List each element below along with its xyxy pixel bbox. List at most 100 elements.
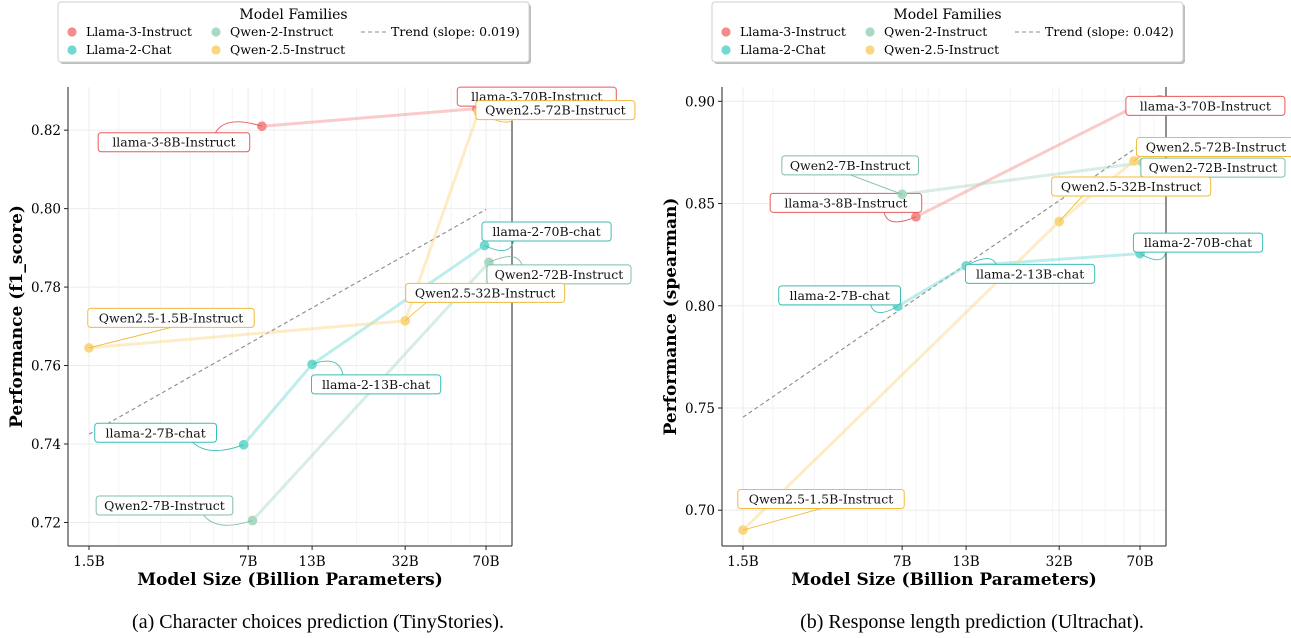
legend-marker bbox=[67, 45, 77, 55]
series-line-qwen-2.5-instruct bbox=[741, 159, 1136, 532]
data-point bbox=[897, 189, 907, 200]
x-tick-label: 70B bbox=[1126, 554, 1153, 570]
annotation-label: llama-2-70B-chat bbox=[1144, 235, 1252, 250]
grid bbox=[722, 87, 1166, 546]
x-axis-label: Model Size (Billion Parameters) bbox=[791, 570, 1097, 590]
legend-label: Qwen-2.5-Instruct bbox=[884, 42, 999, 57]
annotation-label: Qwen2.5-1.5B-Instruct bbox=[99, 310, 244, 325]
y-tick-label: 0.85 bbox=[685, 197, 715, 213]
series-line-llama-3-instruct bbox=[914, 106, 1134, 219]
x-tick-label: 13B bbox=[953, 554, 980, 570]
annotation-label: Qwen2.5-32B-Instruct bbox=[415, 285, 556, 300]
annotation-box bbox=[1135, 137, 1291, 158]
data-point bbox=[911, 211, 921, 222]
annotation-label: Qwen2-7B-Instruct bbox=[104, 498, 225, 513]
legend-label: Llama-2-Chat bbox=[740, 42, 826, 57]
annotation-box bbox=[769, 192, 923, 213]
annotation-label: llama-2-70B-chat bbox=[492, 224, 600, 239]
annotation-box bbox=[1051, 176, 1212, 197]
annotation-label: Qwen2-72B-Instruct bbox=[495, 267, 624, 282]
annotation-box bbox=[1132, 232, 1264, 253]
trend-line bbox=[88, 208, 487, 435]
y-tick-label: 0.74 bbox=[31, 437, 61, 453]
annotation-box bbox=[311, 374, 442, 395]
annotation-label: Qwen2.5-1.5B-Instruct bbox=[749, 492, 894, 507]
annotation-box bbox=[97, 132, 251, 153]
annotation-box bbox=[781, 155, 919, 176]
legend-title: Model Families bbox=[893, 7, 1001, 23]
annotation-arrow bbox=[849, 174, 903, 195]
annotation-label: Qwen2-7B-Instruct bbox=[790, 158, 911, 173]
annotation-label: Qwen2.5-72B-Instruct bbox=[485, 103, 626, 118]
annotation-box bbox=[1140, 157, 1286, 178]
y-tick-label: 0.80 bbox=[31, 202, 61, 218]
annotation-box bbox=[94, 422, 217, 443]
annotation-label: llama-3-8B-Instruct bbox=[112, 135, 235, 150]
legend-marker bbox=[211, 27, 221, 37]
figure-caption: (b) Response length prediction (Ultracha… bbox=[800, 611, 1144, 633]
annotation-label: llama-3-70B-Instruct bbox=[1140, 98, 1271, 113]
series-line-qwen-2-instruct bbox=[900, 161, 1145, 196]
y-axis-label: Performance (spearman) bbox=[661, 198, 681, 436]
x-tick-label: 7B bbox=[893, 554, 912, 570]
annotation-label: llama-2-13B-chat bbox=[322, 377, 430, 392]
legend-label: Qwen-2-Instruct bbox=[884, 24, 987, 39]
series-line-llama-3-instruct bbox=[260, 107, 479, 128]
chart-panel-a: 0.72 0.74 0.76 0.78 0.80 0.82 1.5B 7B 13B 32B 70B M… bbox=[7, 1, 636, 633]
annotation-box bbox=[475, 100, 636, 121]
figure-caption: (a) Character choices prediction (TinySt… bbox=[132, 611, 504, 633]
y-tick-label: 0.76 bbox=[31, 359, 61, 375]
y-tick-label: 0.78 bbox=[31, 280, 61, 296]
legend: Model Families Llama-3-Instruct Llama-2-Ch… bbox=[711, 1, 1185, 64]
annotation-box bbox=[481, 221, 612, 242]
annotation-box bbox=[778, 285, 901, 306]
annotation-arrow bbox=[88, 326, 172, 349]
annotation-label: llama-2-13B-chat bbox=[976, 266, 1084, 281]
annotation-box bbox=[1125, 95, 1286, 116]
x-tick-label: 32B bbox=[392, 554, 419, 570]
annotation-label: Qwen2.5-32B-Instruct bbox=[1061, 179, 1202, 194]
x-tick-label: 1.5B bbox=[727, 554, 758, 570]
annotation-label: llama-3-8B-Instruct bbox=[784, 195, 907, 210]
x-tick-label: 70B bbox=[472, 554, 499, 570]
annotation-label: llama-2-7B-chat bbox=[789, 288, 889, 303]
legend-label: Qwen-2.5-Instruct bbox=[230, 42, 345, 57]
legend-marker bbox=[865, 45, 875, 55]
annotation-arrow bbox=[742, 508, 822, 531]
annotation-label: llama-2-7B-chat bbox=[105, 425, 205, 440]
annotation-label: Qwen2-72B-Instruct bbox=[1149, 160, 1278, 175]
legend-box bbox=[57, 1, 530, 63]
legend-marker bbox=[865, 27, 875, 37]
annotation-label: Qwen2.5-72B-Instruct bbox=[1146, 140, 1287, 155]
x-tick-label: 7B bbox=[239, 554, 258, 570]
legend-box bbox=[711, 1, 1184, 63]
x-tick-label: 13B bbox=[299, 554, 326, 570]
annotation-box bbox=[737, 489, 905, 510]
x-tick-label: 32B bbox=[1046, 554, 1073, 570]
x-axis-label: Model Size (Billion Parameters) bbox=[137, 570, 443, 590]
legend-label: Qwen-2-Instruct bbox=[230, 24, 333, 39]
annotation-box bbox=[965, 263, 1096, 284]
y-tick-label: 0.90 bbox=[685, 94, 715, 110]
annotation-box bbox=[95, 495, 234, 516]
annotation-box bbox=[405, 282, 566, 303]
chart-panel-b: 0.70 0.75 0.80 0.85 0.90 1.5B 7B 13B 32B 70B Model… bbox=[661, 1, 1291, 633]
y-axis-label: Performance (f1_score) bbox=[7, 205, 27, 428]
legend-label: Trend (slope: 0.042) bbox=[1045, 24, 1174, 39]
legend: Model Families Llama-3-Instruct Llama-2-Ch… bbox=[57, 1, 531, 64]
x-tick-label: 1.5B bbox=[73, 554, 104, 570]
legend-marker bbox=[211, 45, 221, 55]
series-line-llama-2-chat bbox=[242, 243, 487, 447]
legend-label: Llama-2-Chat bbox=[86, 42, 172, 57]
y-tick-label: 0.72 bbox=[31, 515, 61, 531]
legend-label: Llama-3-Instruct bbox=[740, 24, 846, 39]
y-tick-label: 0.75 bbox=[685, 401, 715, 417]
data-point bbox=[738, 525, 748, 535]
legend-marker bbox=[67, 27, 77, 37]
legend-marker bbox=[721, 45, 731, 55]
annotation-box bbox=[87, 307, 255, 328]
legend-label: Llama-3-Instruct bbox=[86, 24, 192, 39]
y-tick-label: 0.80 bbox=[685, 299, 715, 315]
legend-title: Model Families bbox=[239, 7, 347, 23]
